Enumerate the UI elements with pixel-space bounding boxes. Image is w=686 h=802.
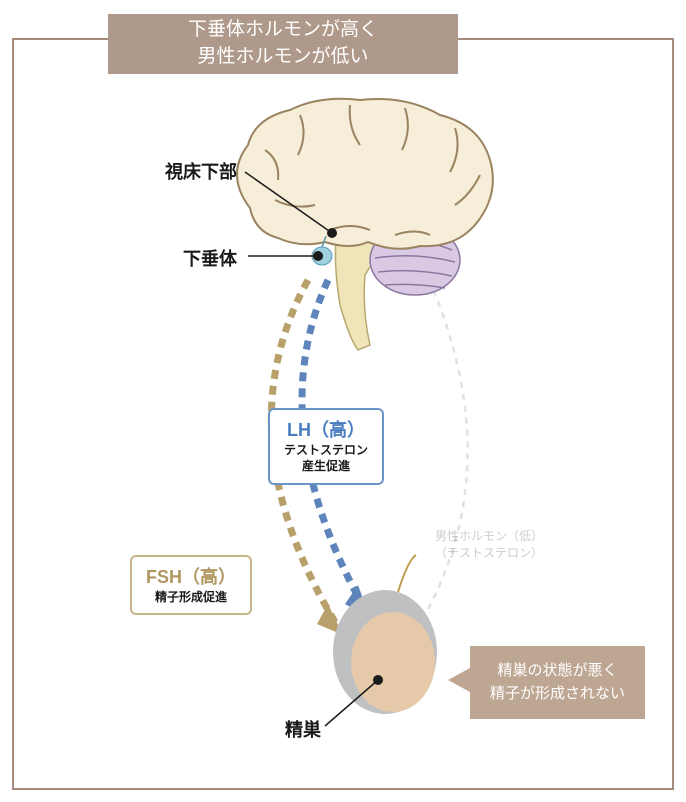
lh-sub2: 産生促進	[284, 458, 368, 474]
fsh-title: FSH（高）	[146, 565, 236, 589]
callout-box: 精巣の状態が悪く 精子が形成されない	[470, 646, 645, 719]
callout-line2: 精子が形成されない	[490, 685, 625, 702]
lh-title: LH（高）	[284, 418, 368, 442]
feedback-label: 男性ホルモン（低） （テストステロン）	[435, 528, 543, 562]
feedback-line1: 男性ホルモン（低）	[435, 529, 543, 543]
feedback-line2: （テストステロン）	[435, 546, 543, 560]
label-testis: 精巣	[285, 716, 321, 742]
fsh-sub: 精子形成促進	[146, 589, 236, 605]
label-pituitary: 下垂体	[183, 245, 237, 271]
lh-box: LH（高） テストステロン 産生促進	[268, 408, 384, 485]
callout-line1: 精巣の状態が悪く	[498, 662, 618, 679]
lh-sub1: テストステロン	[284, 442, 368, 458]
label-hypothalamus: 視床下部	[165, 158, 237, 184]
fsh-box: FSH（高） 精子形成促進	[130, 555, 252, 615]
